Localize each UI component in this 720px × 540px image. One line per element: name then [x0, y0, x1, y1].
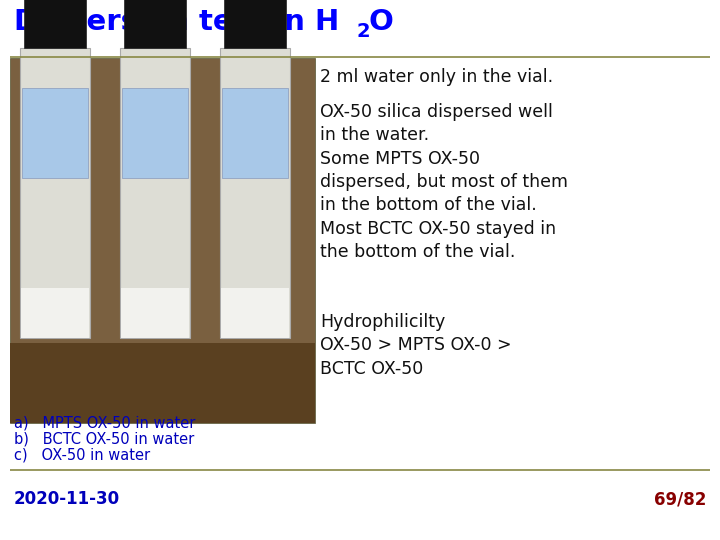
Text: 2020-11-30: 2020-11-30 — [14, 490, 120, 508]
Text: Dispersion test in H: Dispersion test in H — [14, 8, 339, 36]
Bar — [120, 48, 190, 338]
Bar — [221, 288, 289, 338]
Bar — [222, 88, 288, 178]
Bar — [20, 48, 90, 338]
Text: c)   OX-50 in water: c) OX-50 in water — [14, 447, 150, 462]
Text: a)   MPTS OX-50 in water: a) MPTS OX-50 in water — [14, 415, 195, 430]
Text: b)   BCTC OX-50 in water: b) BCTC OX-50 in water — [14, 431, 194, 446]
Bar — [220, 48, 290, 338]
Bar — [10, 343, 315, 423]
Bar — [24, 0, 86, 48]
Text: 2: 2 — [357, 22, 371, 41]
Bar — [121, 288, 189, 338]
Text: 2 ml water only in the vial.: 2 ml water only in the vial. — [320, 68, 553, 86]
Bar — [122, 88, 188, 178]
Bar — [10, 58, 315, 423]
Text: OX-50 silica dispersed well
in the water.
Some MPTS OX-50
dispersed, but most of: OX-50 silica dispersed well in the water… — [320, 103, 568, 261]
Bar — [22, 88, 88, 178]
Bar — [124, 0, 186, 48]
Bar — [21, 288, 89, 338]
Text: Hydrophilicilty
OX-50 > MPTS OX-0 >
BCTC OX-50: Hydrophilicilty OX-50 > MPTS OX-0 > BCTC… — [320, 313, 512, 377]
Text: O: O — [369, 8, 394, 36]
Text: 69/82: 69/82 — [654, 490, 706, 508]
Bar — [224, 0, 286, 48]
